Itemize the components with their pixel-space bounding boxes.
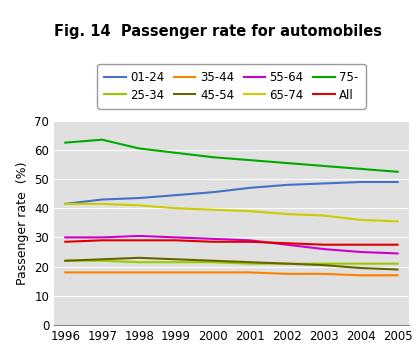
Legend: 01-24, 25-34, 35-44, 45-54, 55-64, 65-74, 75-, All: 01-24, 25-34, 35-44, 45-54, 55-64, 65-74…: [97, 64, 366, 109]
Text: Fig. 14  Passenger rate for automobiles: Fig. 14 Passenger rate for automobiles: [54, 24, 382, 39]
Y-axis label: Passenger rate  (%): Passenger rate (%): [16, 161, 29, 284]
